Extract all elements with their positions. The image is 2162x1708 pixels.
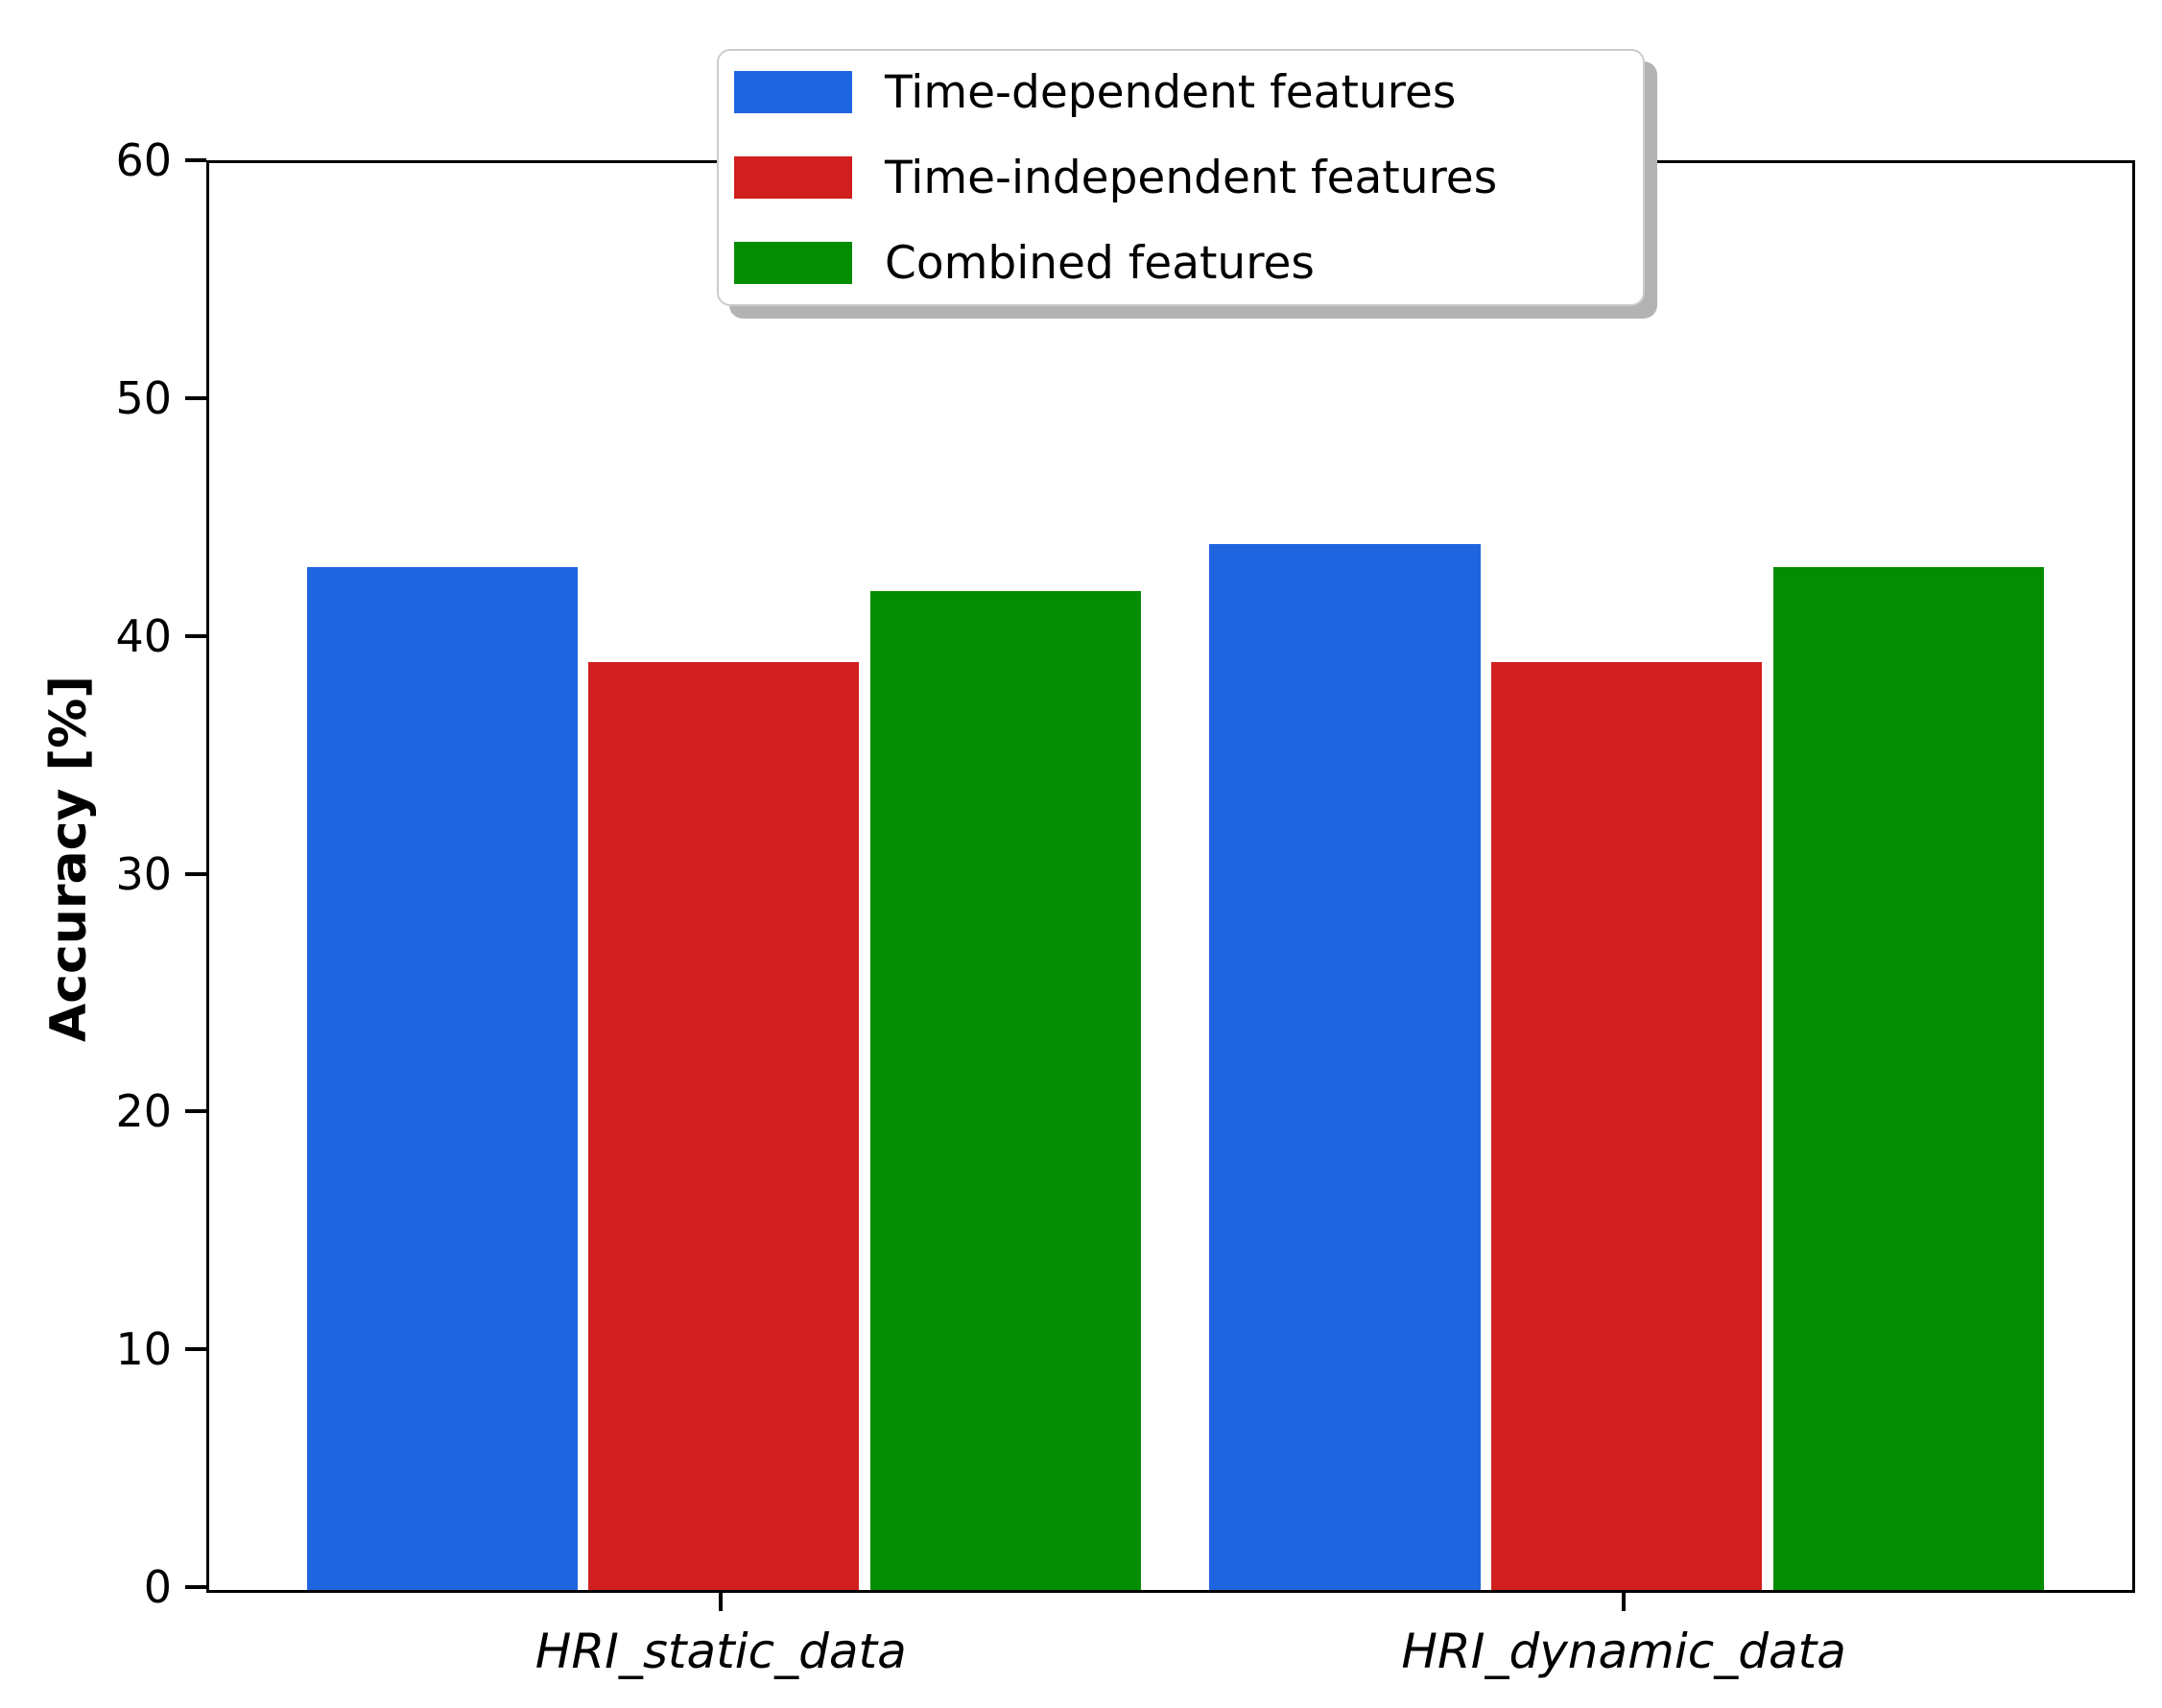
legend-swatch: [734, 71, 852, 113]
y-tick-mark: [185, 1585, 206, 1589]
legend-entries: Time-dependent features Time-independent …: [734, 50, 1643, 306]
y-tick-label: 40: [115, 609, 172, 662]
y-tick-label: 20: [115, 1085, 172, 1138]
y-tick-label: 50: [115, 371, 172, 424]
x-tick-label: HRI_static_data: [535, 1624, 907, 1679]
plot-area: [206, 160, 2135, 1593]
x-tick-label: HRI_dynamic_data: [1401, 1624, 1846, 1679]
bar: [306, 567, 578, 1590]
y-tick-mark: [185, 158, 206, 162]
legend-label: Time-dependent features: [885, 65, 1457, 119]
legend-entry: Time-dependent features: [734, 50, 1643, 135]
y-tick-mark: [185, 871, 206, 876]
legend-entry: Time-independent features: [734, 135, 1643, 221]
legend-swatch: [734, 156, 852, 199]
legend-entry: Combined features: [734, 221, 1643, 306]
legend: Time-dependent features Time-independent …: [717, 49, 1645, 306]
bar: [1209, 543, 1481, 1590]
y-tick-mark: [185, 395, 206, 400]
legend-label: Time-independent features: [885, 151, 1498, 204]
x-tick-mark: [719, 1590, 724, 1611]
y-tick-mark: [185, 1347, 206, 1352]
y-tick-label: 10: [115, 1323, 172, 1376]
bar: [1772, 567, 2044, 1590]
y-tick-label: 60: [115, 134, 172, 186]
x-tick-mark: [1622, 1590, 1627, 1611]
bar: [1491, 662, 1763, 1590]
bar: [588, 662, 860, 1590]
y-tick-label: 0: [143, 1561, 172, 1613]
y-tick-mark: [185, 633, 206, 638]
y-tick-label: 30: [115, 847, 172, 900]
y-tick-mark: [185, 1109, 206, 1114]
bar: [869, 591, 1141, 1590]
legend-swatch: [734, 242, 852, 284]
legend-label: Combined features: [885, 236, 1315, 290]
